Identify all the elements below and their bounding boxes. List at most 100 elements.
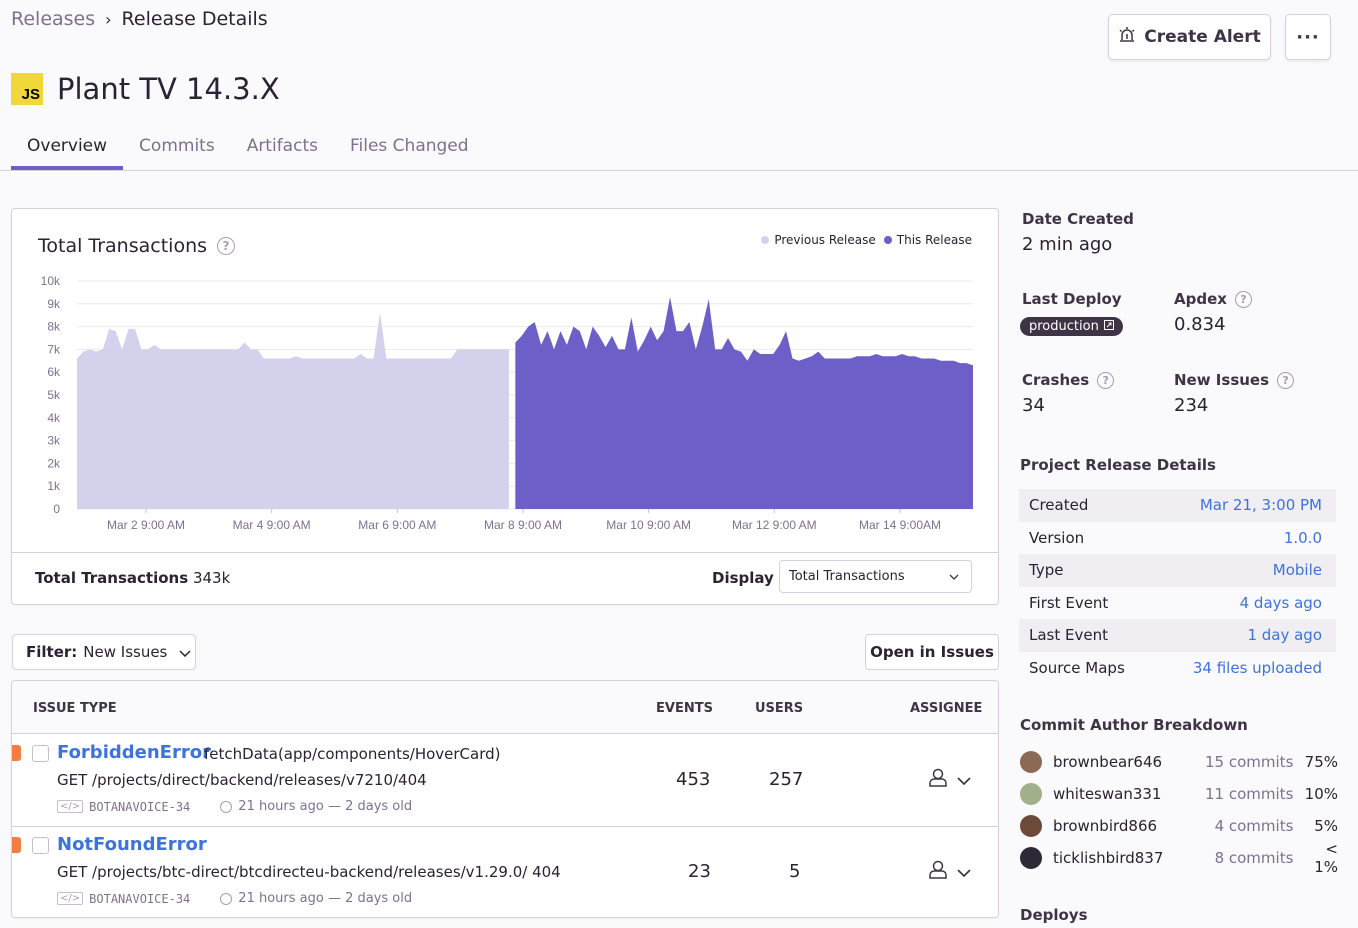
transactions-chart-panel: Total Transactions ? Previous Release Th… [11,208,999,605]
x-tick-label: Mar 4 9:00 AM [233,518,311,532]
author-name: whiteswan331 [1053,785,1162,803]
details-value[interactable]: 34 files uploaded [1192,658,1322,677]
y-tick-label: 5k [47,388,61,402]
create-alert-button[interactable]: Create Alert [1108,14,1271,60]
clock-icon [220,800,233,813]
open-in-issues-button[interactable]: Open in Issues [865,634,999,670]
list-item: brownbear646 15 commits 75% [1020,746,1338,778]
display-select[interactable]: Total Transactions [779,560,972,593]
assignee-selector[interactable] [929,860,971,883]
author-percent: 5% [1314,817,1338,835]
tab-overview[interactable]: Overview [11,134,124,170]
chevron-down-icon [179,643,191,661]
table-row[interactable]: ForbiddenError fetchData(app/components/… [12,735,998,827]
author-commits-link[interactable]: 8 commits [1214,849,1294,867]
details-value[interactable]: Mobile [1272,561,1322,580]
author-percent: 75% [1304,753,1338,771]
last-deploy-label: Last Deploy [1022,290,1122,308]
details-row-last-event: Last Event 1 day ago [1019,619,1336,652]
details-value[interactable]: Mar 21, 3:00 PM [1199,496,1322,515]
x-tick-label: Mar 6 9:00 AM [358,518,436,532]
details-value[interactable]: 4 days ago [1239,593,1322,612]
y-tick-label: 3k [47,434,61,448]
legend-dot-icon [883,236,892,244]
avatar [1020,783,1042,805]
series-area-this-release[interactable] [515,296,973,509]
avatar [1020,751,1042,773]
legend-label: This Release [896,233,972,247]
commit-author-list: brownbear646 15 commits 75% whiteswan331… [1020,746,1338,876]
tab-artifacts[interactable]: Artifacts [246,136,318,156]
open-link-icon [1103,319,1114,334]
author-commits-link[interactable]: 11 commits [1205,785,1294,803]
project-release-details-table: Created Mar 21, 3:00 PM Version 1.0.0 Ty… [1019,489,1336,684]
avatar [1020,815,1042,837]
chevron-right-icon: › [105,9,112,29]
ellipsis-icon: ··· [1296,26,1320,48]
column-issue-type: ISSUE TYPE [33,701,117,716]
issue-title-link[interactable]: NotFoundError [57,834,207,855]
x-tick-label: Mar 2 9:00 AM [107,518,185,532]
y-tick-label: 0 [53,502,60,516]
y-tick-label: 4k [47,411,61,425]
filter-value: New Issues [83,643,168,661]
y-tick-label: 6k [47,365,61,379]
author-commits-link[interactable]: 15 commits [1205,753,1294,771]
x-tick-label: Mar 14 9:00AM [859,518,941,532]
y-tick-label: 9k [47,297,61,311]
list-item: brownbird866 4 commits 5% [1020,810,1338,842]
crashes-label-row: Crashes ? [1022,371,1115,389]
issue-checkbox[interactable] [32,745,49,762]
help-icon[interactable]: ? [1277,371,1295,389]
level-indicator [12,745,21,761]
apdex-label-row: Apdex ? [1174,290,1252,308]
x-tick-label: Mar 12 9:00 AM [732,518,817,532]
apdex-value: 0.834 [1174,314,1226,335]
issues-filter-dropdown[interactable]: Filter: New Issues [12,634,196,670]
breadcrumb-current: Release Details [121,8,268,30]
y-tick-label: 8k [47,320,61,334]
y-tick-label: 10k [41,274,61,288]
issue-events-count: 453 [676,769,711,790]
issues-table: ISSUE TYPE EVENTS USERS ASSIGNEE Forbidd… [11,680,999,918]
details-value[interactable]: 1.0.0 [1283,528,1322,547]
author-name: ticklishbird837 [1053,849,1164,867]
display-select-value: Total Transactions [789,569,905,584]
author-name: brownbird866 [1053,817,1158,835]
issue-meta: </> BOTANAVOICE-34 21 hours ago — 2 days… [57,799,412,814]
issue-title-link[interactable]: ForbiddenError [57,742,211,763]
page-title: Plant TV 14.3.X [57,72,280,106]
more-options-button[interactable]: ··· [1285,14,1331,60]
issue-events-count: 23 [688,861,711,882]
help-icon[interactable]: ? [217,237,236,255]
legend-dot-icon [761,236,770,244]
y-tick-label: 1k [47,479,61,493]
help-icon[interactable]: ? [1234,290,1252,308]
help-icon[interactable]: ? [1097,371,1115,389]
details-row-version: Version 1.0.0 [1019,522,1336,555]
breadcrumb-releases-link[interactable]: Releases [11,8,96,30]
tab-commits[interactable]: Commits [139,136,215,156]
new-issues-label-row: New Issues ? [1174,371,1295,389]
siren-icon [1118,26,1136,48]
legend-item-this[interactable]: This Release [883,233,972,247]
tab-files-changed[interactable]: Files Changed [349,136,469,156]
issue-age: 21 hours ago — 2 days old [238,891,413,906]
x-tick-label: Mar 10 9:00 AM [606,518,691,532]
user-icon [929,768,947,791]
new-issues-value: 234 [1174,395,1209,416]
crashes-label: Crashes [1022,371,1090,389]
deploy-environment-badge[interactable]: production [1020,315,1123,336]
details-value[interactable]: 1 day ago [1247,626,1322,645]
series-area-previous-release[interactable] [77,312,509,509]
details-key: Version [1029,528,1085,547]
author-commits-link[interactable]: 4 commits [1214,817,1294,835]
legend-item-previous[interactable]: Previous Release [761,233,876,247]
crashes-value: 34 [1022,395,1045,416]
issue-short-id: BOTANAVOICE-34 [89,799,191,814]
issue-culprit: fetchData(app/components/HoverCard) [204,745,501,763]
issue-checkbox[interactable] [32,837,49,854]
assignee-selector[interactable] [929,768,971,791]
table-row[interactable]: NotFoundError GET /projects/btc-direct/b… [12,827,998,917]
apdex-label: Apdex [1174,290,1227,308]
